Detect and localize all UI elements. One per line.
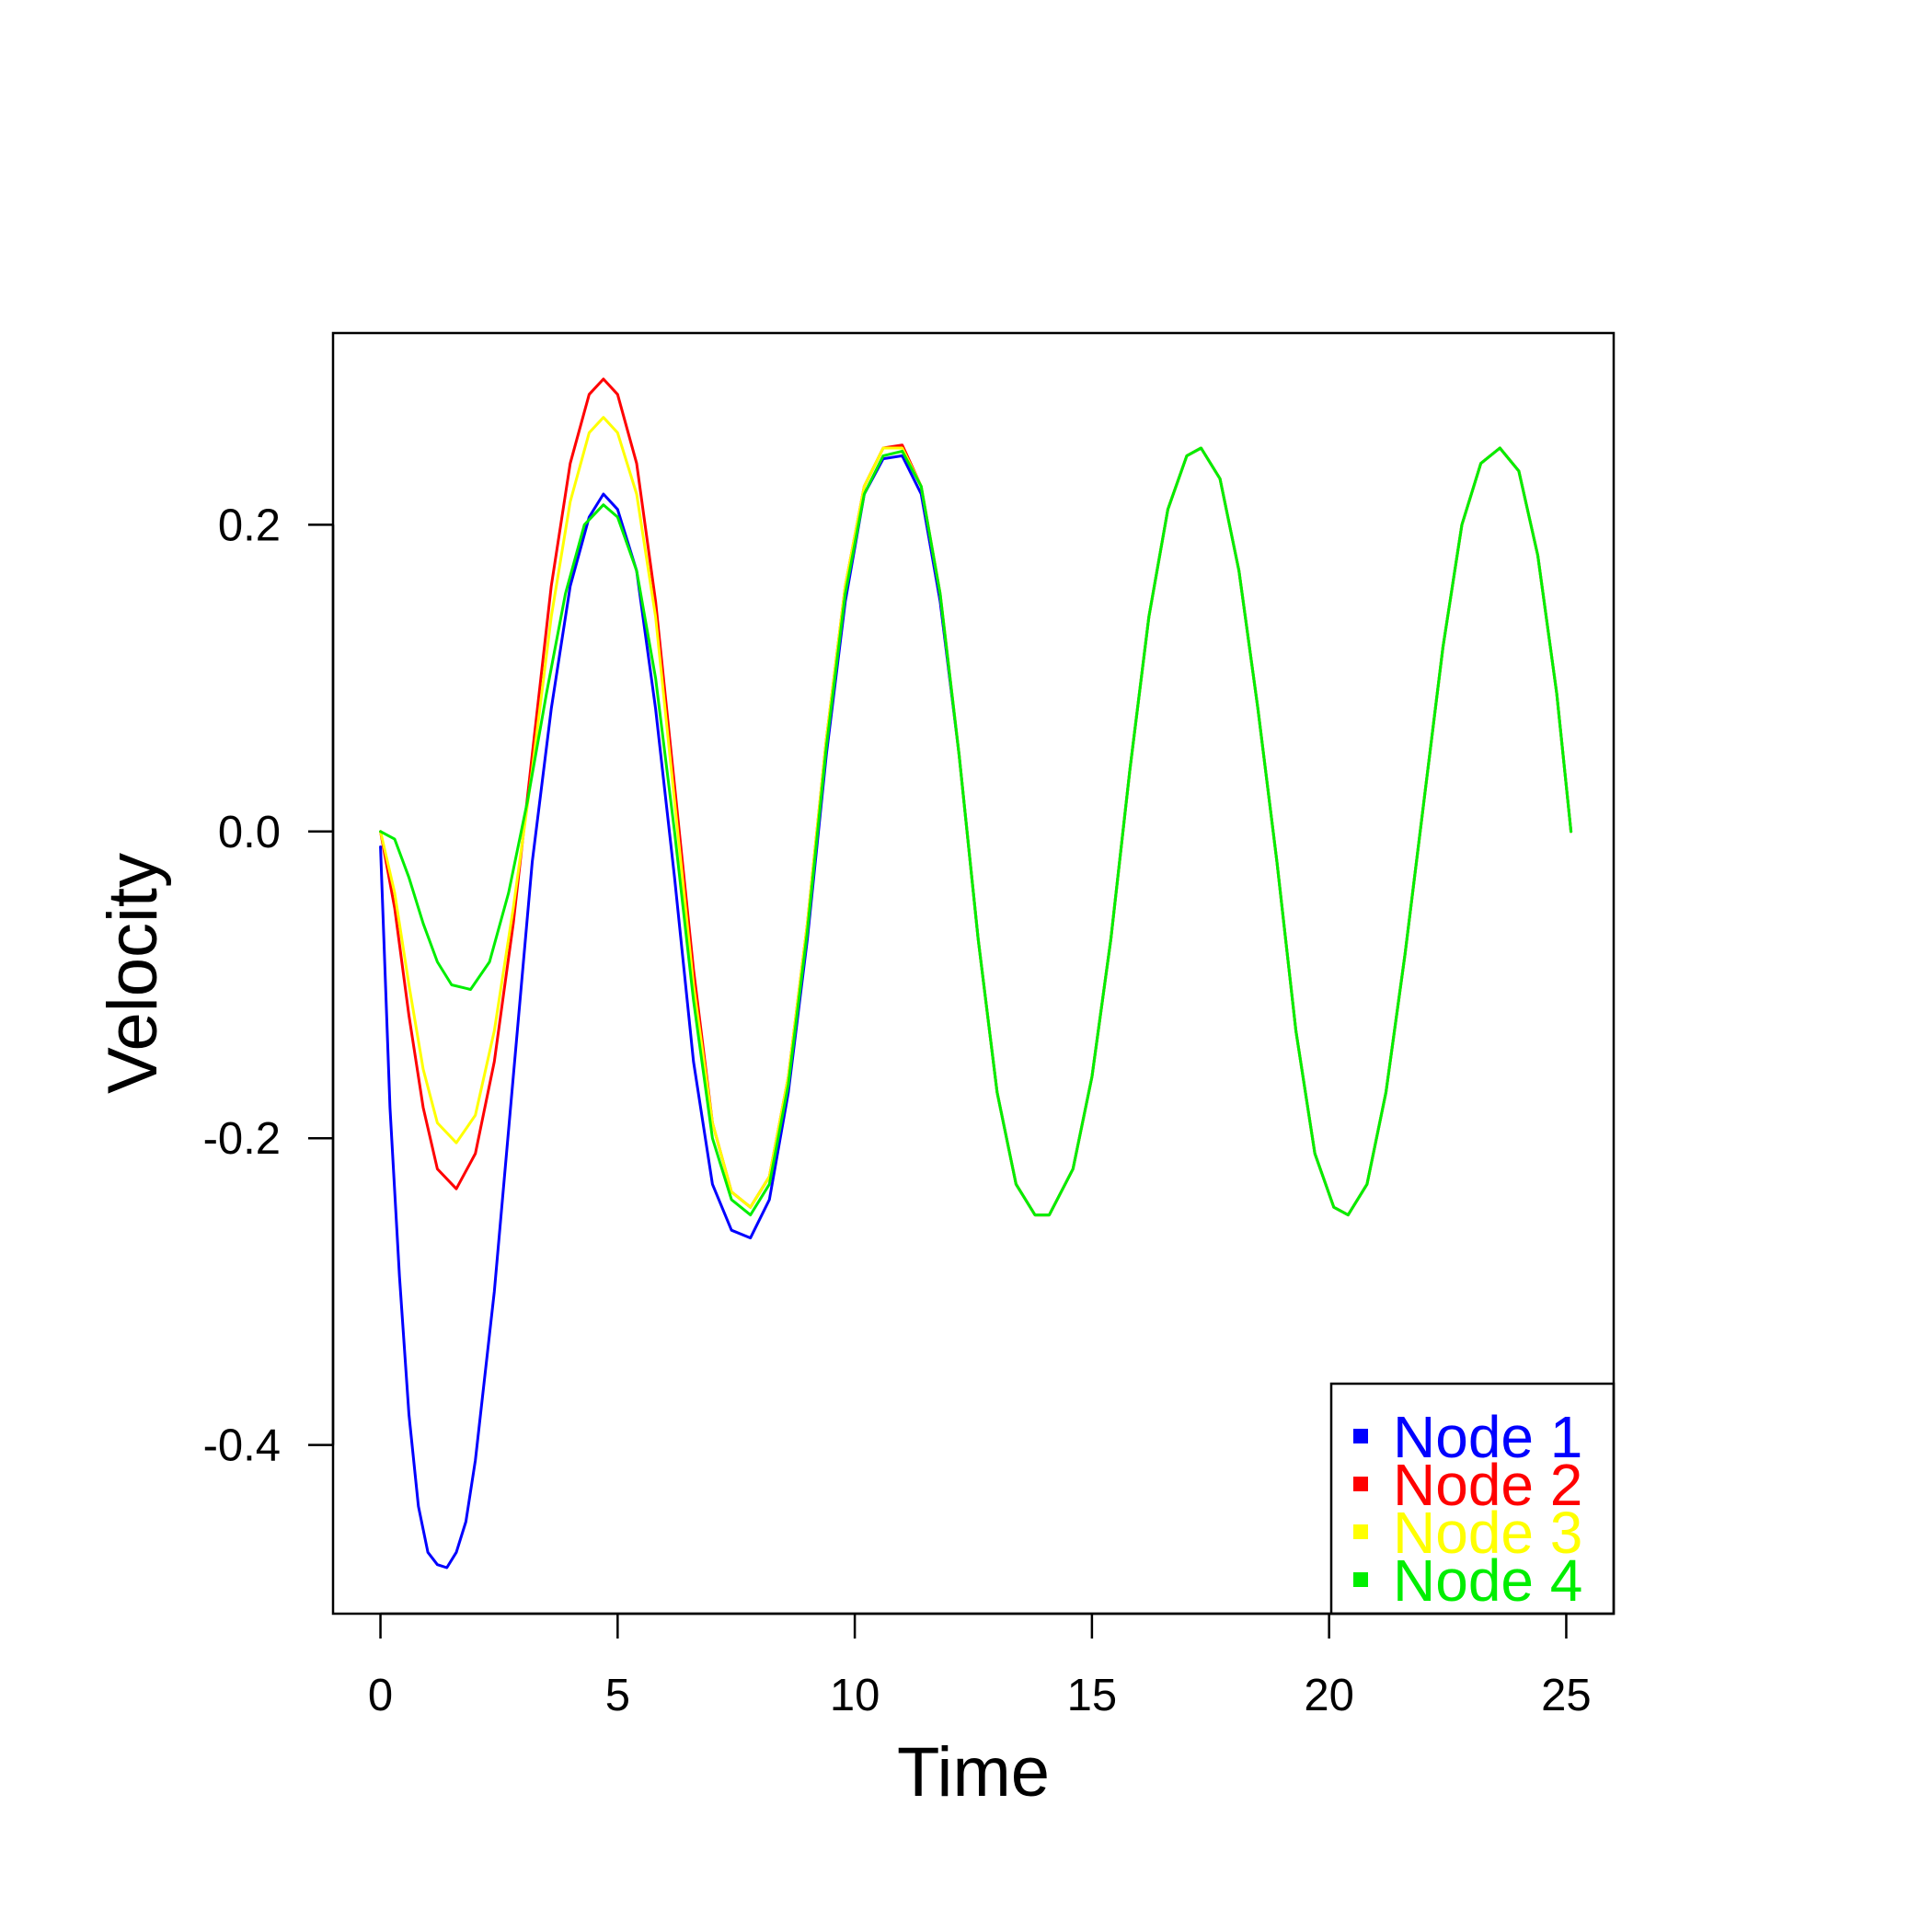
x-tick-label: 25 bbox=[1541, 1671, 1592, 1720]
y-tick-label: 0.2 bbox=[218, 500, 281, 550]
legend-swatch-node-3 bbox=[1353, 1524, 1368, 1539]
legend-label-node-3: Node 3 bbox=[1393, 1500, 1582, 1566]
x-tick-label: 0 bbox=[368, 1671, 393, 1720]
legend-label-node-2: Node 2 bbox=[1393, 1452, 1582, 1518]
y-axis-title: Velocity bbox=[94, 853, 172, 1094]
legend-swatch-node-2 bbox=[1353, 1477, 1368, 1491]
legend-swatch-node-1 bbox=[1353, 1429, 1368, 1443]
y-tick-label: -0.4 bbox=[203, 1421, 281, 1471]
series-layer bbox=[379, 377, 1573, 1570]
legend-label-node-1: Node 1 bbox=[1393, 1404, 1582, 1470]
x-axis: 0 5 10 15 20 25 bbox=[368, 1612, 1592, 1720]
x-tick-label: 10 bbox=[830, 1671, 880, 1720]
x-tick-label: 20 bbox=[1304, 1671, 1354, 1720]
x-axis-title: Time bbox=[897, 1733, 1050, 1811]
legend-swatch-node-4 bbox=[1353, 1572, 1368, 1587]
y-tick-label: -0.2 bbox=[203, 1114, 281, 1164]
x-tick-label: 5 bbox=[605, 1671, 630, 1720]
x-tick-label: 15 bbox=[1067, 1671, 1118, 1720]
y-tick-label: 0.0 bbox=[218, 808, 281, 857]
y-axis: -0.4 -0.2 0.0 0.2 bbox=[203, 500, 335, 1471]
series-line-node-4 bbox=[379, 446, 1573, 1217]
legend-box bbox=[1329, 1382, 1616, 1616]
legend-label-node-4: Node 4 bbox=[1393, 1547, 1582, 1614]
